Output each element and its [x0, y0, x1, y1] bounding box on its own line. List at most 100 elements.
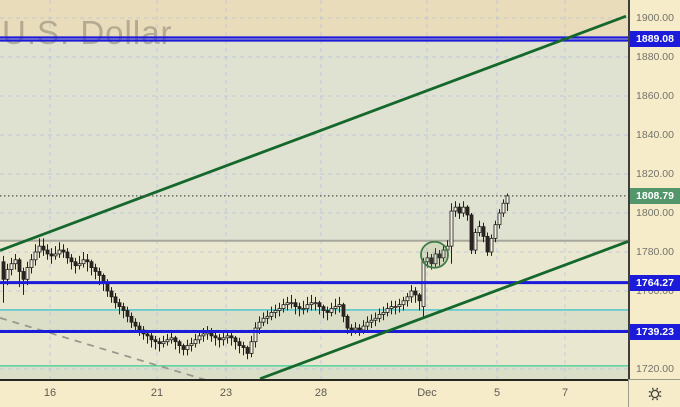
candlestick-bar	[257, 321, 262, 329]
candlestick-bar	[137, 325, 142, 331]
candlestick-bar	[417, 294, 422, 302]
candlestick-bar	[421, 261, 426, 307]
candlestick-bar	[277, 308, 282, 311]
price-axis[interactable]: 1900.00 1880.00 1860.00 1840.00 1820.00 1800.…	[628, 0, 680, 379]
price-line-label[interactable]: 1764.27	[630, 274, 680, 291]
candlestick-bar	[485, 235, 490, 253]
time-tick-label: 5	[493, 387, 501, 399]
candlestick-bar	[9, 263, 14, 270]
time-tick-label: 21	[150, 387, 164, 399]
background-band	[0, 0, 628, 39]
candlestick-bar	[353, 327, 358, 331]
candlestick-bar	[17, 259, 22, 272]
candlestick-bar	[97, 271, 102, 276]
candlestick-bar	[157, 341, 162, 345]
price-tick-label: 1820.00	[636, 167, 674, 180]
candlestick-bar	[37, 245, 42, 253]
candlestick-bar	[113, 296, 118, 304]
candlestick-bar	[317, 302, 322, 308]
candlestick-bar	[453, 206, 458, 212]
price-tick-label: 1800.00	[636, 206, 674, 219]
candlestick-bar	[433, 253, 438, 265]
candlestick-bar	[193, 339, 198, 345]
candlestick-bar	[273, 310, 278, 313]
candlestick-bar	[213, 335, 218, 339]
candlestick-bar	[225, 335, 230, 339]
candlestick-bar	[5, 269, 10, 280]
price-line-label[interactable]: 1739.23	[630, 323, 680, 340]
candlestick-bar	[409, 290, 414, 298]
candlestick-bar	[365, 321, 370, 327]
candlestick-bar	[261, 317, 266, 323]
candlestick-bar	[129, 315, 134, 323]
candlestick-bar	[465, 206, 470, 216]
candlestick-bar	[105, 282, 110, 292]
candlestick-bar	[333, 306, 338, 309]
candlestick-bar	[461, 206, 466, 214]
candlestick-bar	[49, 253, 54, 257]
price-tick-label: 1720.00	[636, 362, 674, 375]
candlestick-bar	[197, 335, 202, 341]
candlestick-bar	[33, 251, 38, 261]
candlestick-bar	[145, 333, 150, 337]
axis-settings-corner[interactable]	[628, 379, 680, 407]
candlestick-bar	[469, 214, 474, 251]
candlestick-bar	[305, 304, 310, 309]
candlestick-bar	[309, 302, 314, 306]
candlestick-bar	[345, 315, 350, 329]
chart-plot-area[interactable]: U.S. Dollar	[0, 0, 628, 379]
candlestick-bar	[313, 302, 318, 305]
candlestick-bar	[121, 306, 126, 311]
candlestick-bar	[41, 245, 46, 251]
candlestick-bar	[325, 310, 330, 313]
candlestick-bar	[269, 312, 274, 317]
candlestick-bar	[329, 308, 334, 313]
candlestick-bar	[153, 339, 158, 343]
candlestick-bar	[377, 313, 382, 319]
price-tick-label: 1860.00	[636, 89, 674, 102]
candlestick-bar	[73, 261, 78, 267]
candlestick-bar	[81, 259, 86, 265]
candlestick-bar	[185, 345, 190, 350]
candlestick-bar	[45, 249, 50, 255]
candlestick-bar	[297, 306, 302, 309]
time-axis[interactable]: 16 21 23 28 Dec 5 7	[0, 379, 628, 407]
candlestick-bar	[373, 317, 378, 321]
candlestick-bar	[85, 259, 90, 263]
price-line-label[interactable]: 1808.79	[630, 187, 680, 204]
price-tick-label: 1780.00	[636, 245, 674, 258]
time-tick-label: 16	[43, 387, 57, 399]
breakout-circle-annotation[interactable]	[420, 240, 449, 269]
candlestick-bar	[249, 341, 254, 354]
candlestick-bar	[393, 306, 398, 309]
candlestick-bar	[441, 249, 446, 259]
candlestick-bar	[233, 337, 238, 343]
candlestick-bar	[57, 249, 62, 255]
price-line-label[interactable]: 1889.08	[630, 31, 680, 48]
candlestick-bar	[217, 337, 222, 341]
candlestick-bar	[385, 308, 390, 313]
candlestick-bar	[449, 210, 454, 247]
candlestick-bar	[1, 261, 6, 280]
candlestick-bar	[457, 206, 462, 214]
candlestick-bar	[493, 224, 498, 239]
candlestick-bar	[29, 259, 34, 268]
time-tick-label: Dec	[417, 387, 437, 399]
candlestick-bar	[473, 232, 478, 251]
candlestick-bar	[117, 302, 122, 308]
candlestick-bar	[149, 335, 154, 341]
candlestick-bar	[321, 306, 326, 311]
candlestick-bar	[489, 237, 494, 253]
candlestick-bar	[481, 226, 486, 237]
candlestick-bar	[341, 304, 346, 317]
candlestick-bar	[109, 290, 114, 298]
candlestick-bar	[13, 259, 18, 265]
candlestick-bar	[337, 304, 342, 307]
candlestick-bar	[369, 319, 374, 323]
candlestick-bar	[221, 337, 226, 341]
chart-canvas[interactable]	[0, 0, 628, 379]
candlestick-bar	[285, 302, 290, 306]
gear-icon[interactable]	[647, 386, 663, 402]
candlestick-bar	[181, 345, 186, 350]
